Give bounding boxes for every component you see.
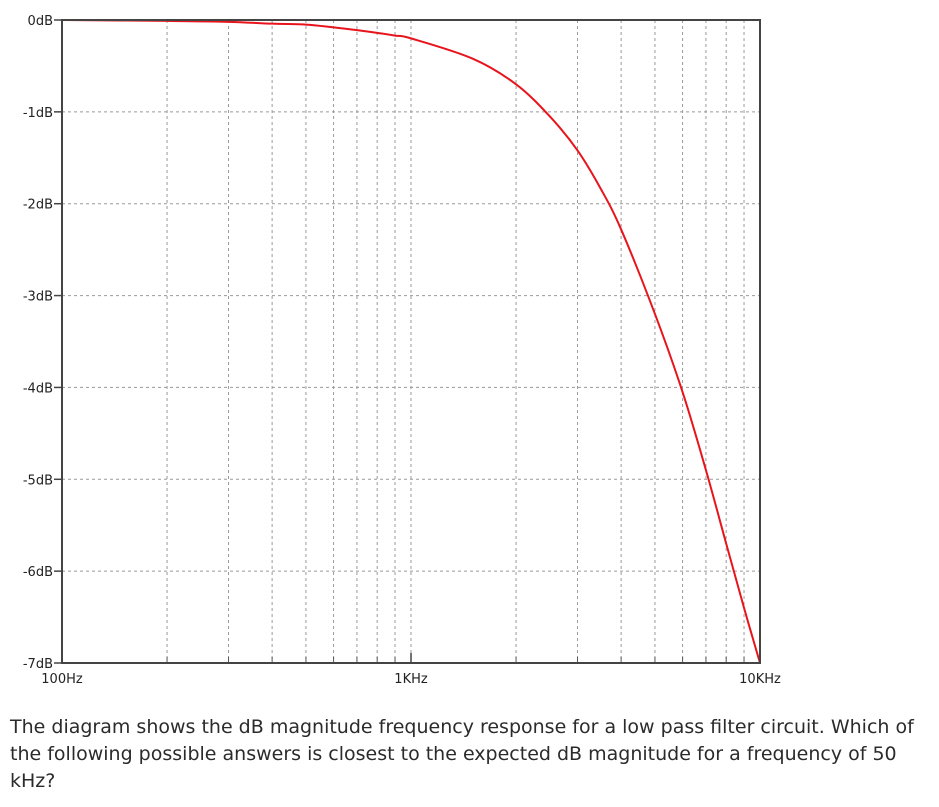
- grid: [62, 20, 760, 663]
- y-tick-label: -3dB: [23, 290, 53, 305]
- question-text: The diagram shows the dB magnitude frequ…: [10, 716, 914, 792]
- x-tick-label: 10KHz: [739, 672, 781, 687]
- series-line-0: [61, 19, 761, 664]
- y-tick-label: -5dB: [23, 473, 53, 488]
- axes: [54, 19, 761, 664]
- y-tick-label: -2dB: [23, 198, 53, 213]
- x-tick-label: 100Hz: [41, 672, 83, 687]
- plot-frame: [61, 19, 761, 664]
- frequency-response-chart: 100Hz 1KHz 10KHz 0dB -1dB -2dB -3dB -4dB -5dB -6d…: [23, 14, 781, 687]
- x-tick-label: 1KHz: [394, 672, 428, 687]
- tick-labels: 100Hz 1KHz 10KHz 0dB -1dB -2dB -3dB -4dB -5dB -6d…: [23, 14, 781, 687]
- y-tick-label: -6dB: [23, 565, 53, 580]
- series-layer: [61, 19, 761, 664]
- y-tick-label: -7dB: [23, 657, 53, 672]
- y-tick-label: -4dB: [23, 381, 53, 396]
- y-tick-label: 0dB: [28, 14, 53, 29]
- y-tick-label: -1dB: [23, 106, 53, 121]
